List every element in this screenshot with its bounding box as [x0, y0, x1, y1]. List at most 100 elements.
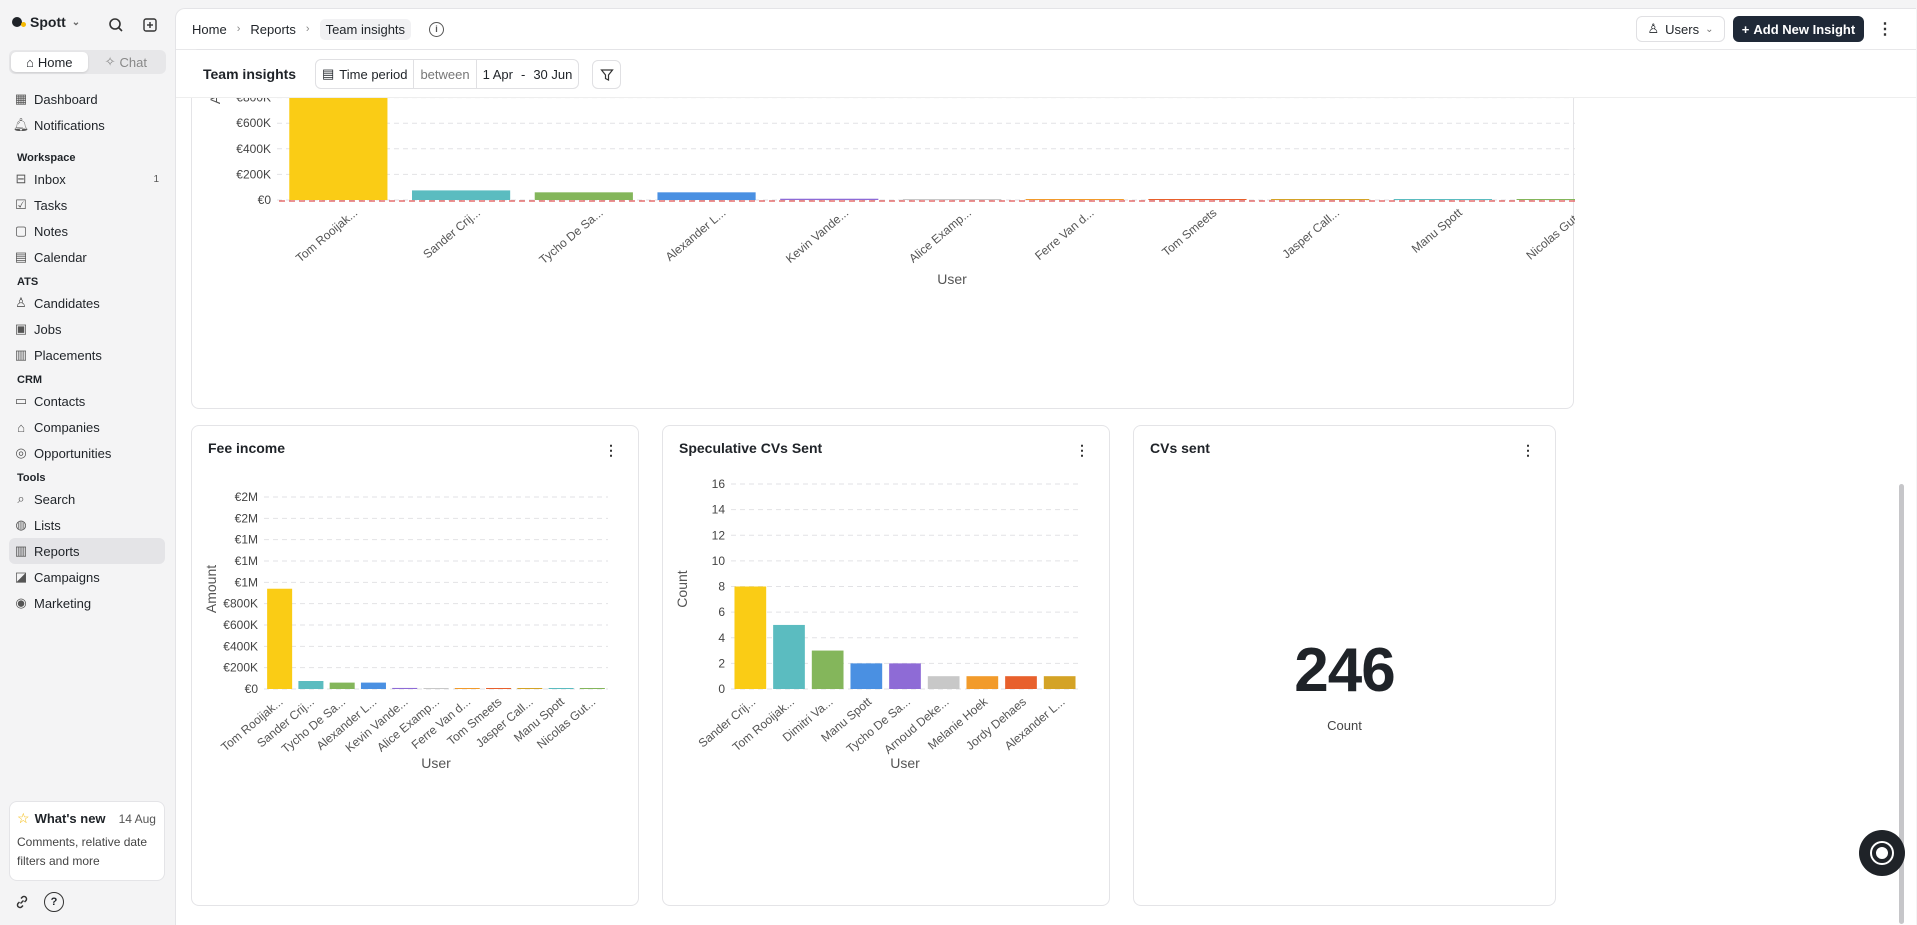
sidebar-item-label: Calendar [34, 249, 87, 265]
link-button[interactable] [12, 892, 32, 912]
bar-dimitri-va [811, 650, 844, 689]
more-options-icon[interactable]: ⋮ [604, 442, 618, 458]
sidebar-item-companies[interactable]: ⌂ Companies [9, 414, 165, 440]
sidebar-item-dashboard[interactable]: ▦ Dashboard [9, 86, 165, 112]
sidebar-item-tasks[interactable]: ☑ Tasks [9, 192, 165, 218]
sparkle-icon: ✧ [104, 54, 116, 69]
bar-sander-crij [734, 586, 767, 689]
sidebar-item-notes[interactable]: ▢ Notes [9, 218, 165, 244]
sidebar-item-label: Opportunities [34, 445, 112, 461]
scrollbar[interactable] [1899, 484, 1904, 924]
list-icon: ◍ [15, 517, 27, 532]
bar-manu-spott [850, 663, 883, 689]
mode-home-tab[interactable]: ⌂ Home [11, 52, 88, 72]
sidebar-footer: ? [12, 892, 64, 912]
bar-sander-crij [298, 681, 324, 689]
x-tick-label: Kevin Vande... [783, 206, 851, 266]
mode-chat-tab[interactable]: ✧ Chat [88, 52, 165, 72]
y-tick-label: 4 [718, 631, 725, 645]
x-tick-label: Nicolas Gut... [1523, 206, 1575, 263]
y-tick-label: €0 [258, 193, 272, 207]
x-axis-label: User [421, 755, 451, 771]
breadcrumb-team-insights[interactable]: Team insights [319, 18, 412, 40]
more-options-icon[interactable]: ⋮ [1877, 21, 1893, 38]
y-tick-label: 12 [712, 528, 726, 542]
sidebar-nav: ▦ Dashboard 🔔︎ Notifications Workspace ⊟ In… [9, 86, 165, 616]
sidebar-item-search[interactable]: ⌕ Search [9, 486, 165, 512]
help-button[interactable]: ? [44, 892, 64, 912]
new-item-button[interactable] [137, 12, 163, 38]
search-icon: ⌕ [17, 491, 25, 506]
filter-operator[interactable]: between [414, 60, 477, 88]
users-dropdown[interactable]: ♙ Users ⌄ [1636, 16, 1725, 42]
bar-alexander-l [360, 682, 386, 689]
chevron-down-icon: ⌄ [71, 16, 81, 28]
filter-field[interactable]: ▤ Time period [316, 60, 415, 88]
y-tick-label: €200K [223, 661, 258, 675]
y-tick-label: 16 [712, 477, 726, 491]
bar-jasper-call [517, 688, 543, 689]
task-icon: ☑ [15, 197, 27, 212]
sidebar-item-label: Inbox [34, 171, 66, 187]
y-tick-label: €1M [235, 575, 258, 589]
sidebar-item-label: Companies [34, 419, 100, 435]
sidebar-item-contacts[interactable]: ▭ Contacts [9, 388, 165, 414]
search-button[interactable] [103, 12, 129, 38]
bar-alexander-l [1043, 676, 1076, 689]
breadcrumb-home[interactable]: Home [192, 21, 227, 37]
y-tick-label: 2 [718, 656, 725, 670]
filter-button[interactable] [592, 60, 621, 89]
building-icon: ⌂ [17, 419, 25, 435]
info-icon[interactable]: i [429, 21, 445, 37]
more-options-icon[interactable]: ⋮ [1075, 442, 1089, 458]
cvs-sent-value: 246 [1294, 636, 1395, 705]
fee-income-card: Fee income ⋮ €0 €200K €400K €600K €800K €1M €1… [191, 425, 639, 906]
more-options-icon[interactable]: ⋮ [1521, 442, 1535, 458]
contact-icon: ▭ [14, 393, 28, 408]
workspace-switcher[interactable]: Spott ⌄ [12, 14, 80, 30]
bar-nicolas-gut [1516, 199, 1615, 200]
sidebar-item-placements[interactable]: ▥ Placements [9, 342, 165, 368]
add-new-insight-button[interactable]: + Add New Insight [1733, 16, 1864, 42]
speculative-cvs-card: Speculative CVs Sent ⋮ 0 2 4 6 8 10 12 14 16 Sand… [662, 425, 1110, 906]
user-icon: ♙ [1647, 21, 1660, 36]
sidebar-item-notifications[interactable]: 🔔︎ Notifications [9, 112, 165, 138]
mode-switch: ⌂ Home ✧ Chat [9, 50, 166, 74]
y-axis-label: Amount [203, 565, 219, 613]
whats-new-card[interactable]: ☆ What's new 14 Aug Comments, relative d… [9, 801, 165, 881]
bar-melanie-hoek [966, 676, 999, 689]
chevron-right-icon: › [236, 23, 241, 35]
y-tick-label: €600K [236, 116, 271, 130]
bar-manu-spott [1393, 199, 1492, 200]
amount-chart: €0€200K€400K€600K€800K€1MTom Rooijak...S… [207, 56, 1632, 287]
sidebar-item-calendar[interactable]: ▤ Calendar [9, 244, 165, 270]
search-icon [109, 18, 123, 32]
filter-dash: - [520, 66, 526, 82]
y-tick-label: €1M [235, 533, 258, 547]
sidebar-item-lists[interactable]: ◍ Lists [9, 512, 165, 538]
bar-tycho-de-sa [329, 682, 355, 689]
x-axis-label: User [890, 755, 920, 771]
time-period-filter[interactable]: ▤ Time period between 1 Apr - 30 Jun [315, 59, 580, 89]
sidebar-item-jobs[interactable]: ▣ Jobs [9, 316, 165, 342]
inbox-count-badge: 1 [153, 173, 159, 185]
sidebar-item-opportunities[interactable]: ◎ Opportunities [9, 440, 165, 466]
main-panel: Home › Reports › Team insights i ♙ Users… [175, 8, 1916, 925]
whats-new-date: 14 Aug [118, 811, 156, 826]
y-tick-label: €600K [223, 618, 258, 632]
sidebar-item-label: Campaigns [34, 569, 100, 585]
sidebar-item-label: Tasks [34, 197, 68, 213]
sidebar-item-label: Marketing [34, 595, 92, 611]
sidebar-item-label: Notes [34, 223, 68, 239]
sidebar-item-campaigns[interactable]: ◪ Campaigns [9, 564, 165, 590]
filter-date-range[interactable]: 1 Apr - 30 Jun [477, 60, 579, 88]
user-icon: ♙ [15, 295, 27, 310]
breadcrumb-reports[interactable]: Reports [250, 21, 296, 37]
sidebar-item-candidates[interactable]: ♙ Candidates [9, 290, 165, 316]
x-tick-label: Alexander L... [663, 206, 729, 264]
sidebar-item-inbox[interactable]: ⊟ Inbox 1 [9, 166, 165, 192]
support-chat-button[interactable] [1859, 830, 1905, 876]
sidebar-item-marketing[interactable]: ◉ Marketing [9, 590, 165, 616]
sidebar-item-reports[interactable]: ▥ Reports [9, 538, 165, 564]
